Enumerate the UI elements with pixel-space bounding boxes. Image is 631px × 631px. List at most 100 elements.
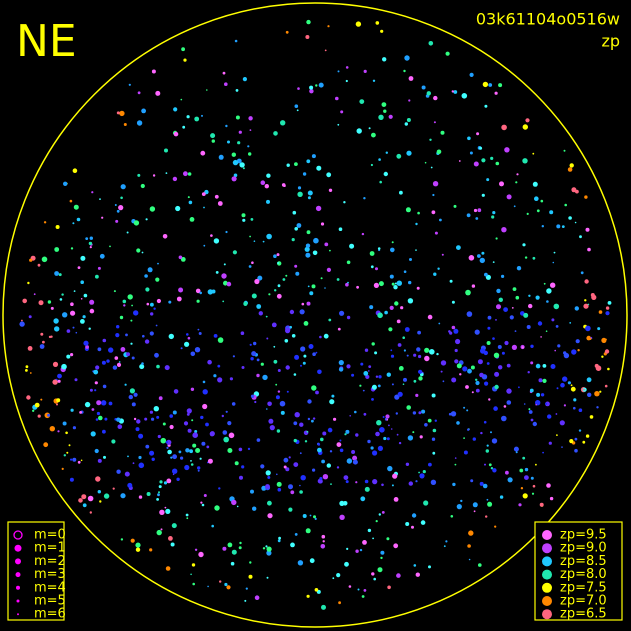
star [475, 388, 480, 393]
star [534, 196, 539, 201]
star [467, 544, 471, 548]
star [456, 504, 462, 510]
star [396, 280, 402, 286]
star [125, 333, 128, 337]
star [158, 396, 163, 401]
star [154, 352, 159, 358]
star [294, 533, 298, 536]
star [63, 454, 66, 457]
star [469, 151, 473, 155]
star [80, 255, 86, 261]
star [124, 383, 127, 386]
star [315, 84, 318, 87]
star [383, 171, 388, 177]
star [461, 93, 468, 99]
star [394, 282, 397, 285]
star [247, 145, 250, 148]
star [67, 356, 70, 359]
star [575, 189, 579, 194]
star [91, 191, 94, 194]
zp-label: zp=8.5 [560, 554, 607, 569]
star [302, 514, 307, 518]
star [479, 481, 484, 486]
star [277, 369, 281, 372]
star [182, 125, 186, 129]
star [276, 473, 278, 476]
star [601, 337, 607, 343]
star [403, 377, 407, 382]
star [68, 444, 71, 447]
star [311, 419, 314, 423]
star [54, 326, 60, 332]
star [540, 393, 545, 397]
star [47, 300, 52, 304]
star [77, 460, 81, 464]
star [189, 217, 195, 222]
star [202, 389, 208, 395]
star [178, 255, 183, 260]
star [296, 223, 302, 228]
star [501, 227, 507, 233]
star [70, 353, 74, 357]
star [273, 254, 277, 258]
star [217, 364, 221, 368]
star [388, 327, 393, 332]
star [82, 315, 86, 319]
star [197, 469, 200, 472]
star [415, 222, 418, 226]
star [486, 178, 490, 182]
star [463, 406, 466, 409]
star [144, 274, 148, 278]
star [266, 173, 271, 178]
star [319, 335, 322, 339]
star [604, 384, 608, 388]
star [95, 418, 99, 421]
star [276, 481, 282, 487]
star [346, 315, 351, 320]
star [456, 245, 461, 251]
star [95, 365, 100, 370]
star [294, 227, 299, 231]
star [418, 354, 422, 359]
star [127, 482, 133, 488]
star [375, 375, 379, 378]
star [488, 398, 491, 401]
star [466, 409, 469, 412]
star [555, 413, 558, 415]
star [62, 421, 67, 426]
star [589, 337, 592, 340]
star [432, 451, 436, 455]
star [343, 201, 346, 204]
star [594, 363, 599, 368]
star [249, 561, 252, 564]
star [66, 451, 69, 454]
star [339, 439, 342, 442]
star [186, 517, 189, 520]
star [518, 503, 522, 507]
star [496, 304, 501, 310]
star [149, 548, 153, 552]
star [286, 390, 289, 393]
star [185, 448, 190, 453]
star [601, 355, 604, 358]
star [288, 484, 293, 490]
star [89, 511, 93, 514]
star [284, 339, 289, 343]
star [266, 337, 269, 340]
star [194, 548, 198, 551]
star [242, 218, 246, 222]
star [506, 388, 512, 394]
star [413, 353, 417, 357]
star [370, 163, 373, 167]
star [368, 127, 371, 130]
star [465, 385, 469, 389]
star [585, 325, 591, 332]
star [181, 47, 186, 52]
star [89, 246, 92, 249]
star [254, 595, 260, 600]
star [382, 416, 385, 418]
star [372, 450, 378, 456]
star [311, 385, 317, 391]
star [99, 253, 105, 259]
star [349, 243, 355, 249]
